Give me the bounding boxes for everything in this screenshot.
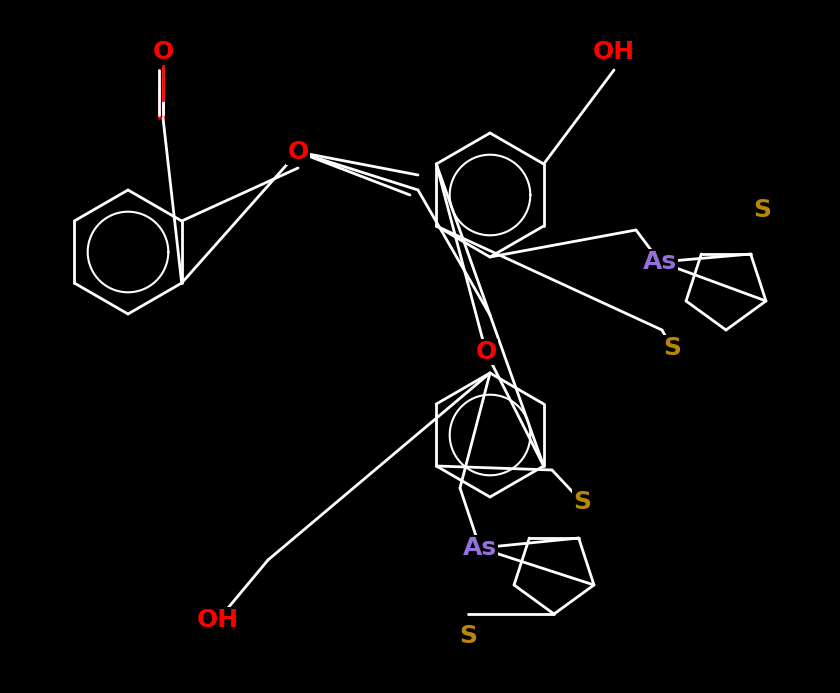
Text: S: S (753, 198, 771, 222)
Text: O: O (475, 340, 496, 364)
Text: As: As (643, 250, 677, 274)
Text: OH: OH (197, 608, 239, 632)
Text: S: S (459, 624, 477, 648)
Text: O: O (287, 140, 308, 164)
Text: S: S (573, 490, 591, 514)
Text: S: S (663, 336, 681, 360)
Text: O: O (152, 40, 174, 64)
Text: As: As (463, 536, 497, 560)
Text: OH: OH (593, 40, 635, 64)
